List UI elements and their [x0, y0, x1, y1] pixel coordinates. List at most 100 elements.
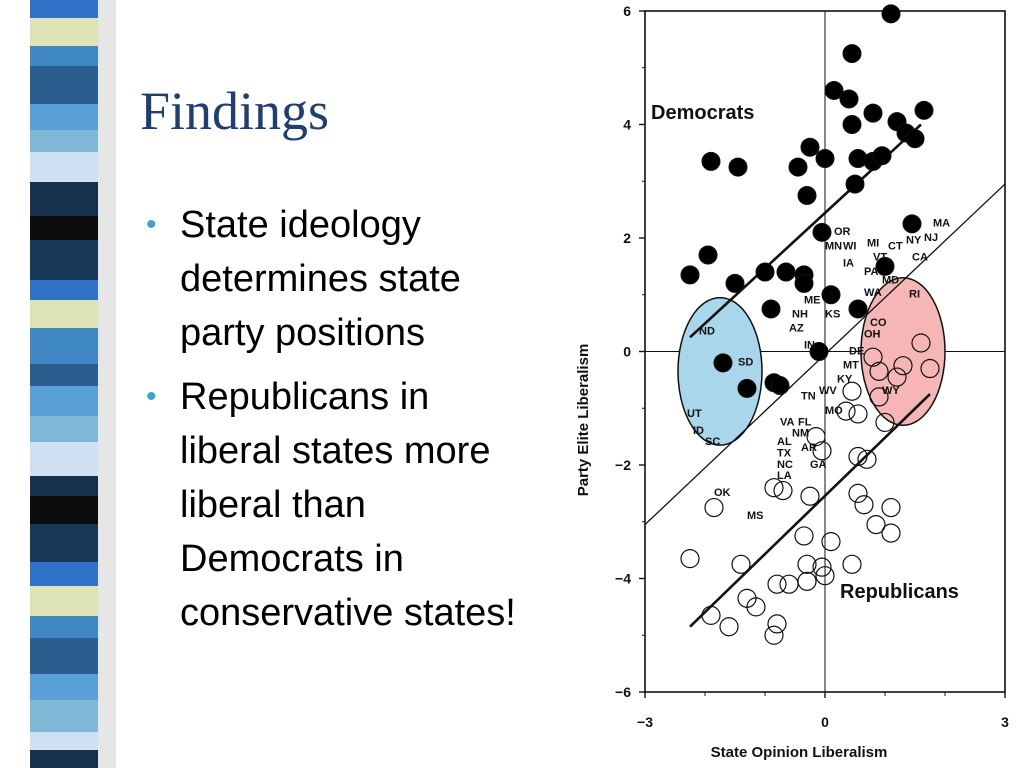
x-tick-label: 0 [821, 714, 829, 730]
state-label: WI [843, 240, 856, 252]
stripe-block [30, 616, 98, 638]
republican-point [869, 387, 889, 407]
republican-point [863, 347, 883, 367]
democrat-point [725, 273, 745, 293]
state-label: VT [873, 252, 887, 264]
republican-point [719, 617, 739, 637]
democrat-point [776, 262, 796, 282]
state-label: DE [849, 345, 864, 357]
democrat-point [863, 103, 883, 123]
state-label: VA [780, 416, 795, 428]
stripe-block [30, 524, 98, 562]
stripe-block [30, 152, 98, 182]
state-label: SC [705, 436, 720, 448]
republican-point [767, 614, 787, 634]
democrat-point [821, 285, 841, 305]
state-label: NY [906, 235, 922, 247]
democrat-point [839, 89, 859, 109]
state-label: MO [825, 405, 843, 417]
state-label: KS [825, 308, 840, 320]
stripe-block [30, 328, 98, 364]
state-label: CA [912, 252, 928, 264]
stripe-block [30, 442, 98, 476]
republican-point [800, 486, 820, 506]
state-label: MI [867, 238, 879, 250]
state-label: ND [699, 325, 715, 337]
democrat-point [872, 146, 892, 166]
stripe-block [30, 750, 98, 768]
republican-point [812, 441, 832, 461]
stripe-block [30, 364, 98, 386]
state-label: OH [864, 328, 881, 340]
slide-title: Findings [140, 81, 330, 141]
republican-point [866, 514, 886, 535]
republican-point [680, 549, 700, 569]
republican-point [920, 358, 940, 379]
republican-point [815, 566, 835, 586]
y-tick-label: −2 [615, 457, 631, 473]
state-label: FL [798, 416, 812, 428]
state-label: RI [909, 289, 920, 301]
bullet-item: • State ideology determines state party p… [146, 198, 536, 360]
y-tick-label: 6 [623, 3, 631, 19]
democrat-point [698, 245, 718, 265]
state-label: PA [864, 266, 879, 278]
state-label: KY [837, 374, 853, 386]
stripe-block [30, 0, 98, 18]
democrat-point [824, 80, 844, 100]
highlight-circle-red [860, 276, 946, 427]
stripe-block [30, 300, 98, 328]
democrat-point [755, 262, 775, 282]
state-label: AL [777, 436, 792, 448]
republican-point [848, 404, 868, 424]
republican-point [875, 412, 895, 433]
state-label: TN [801, 391, 816, 403]
stripe-block [30, 46, 98, 66]
democrat-point [848, 299, 868, 319]
stripe-block [30, 182, 98, 216]
y-axis-label: Party Elite Liberalism [575, 344, 592, 497]
state-label: GA [810, 459, 827, 471]
state-label: AR [801, 442, 817, 454]
republican-point [821, 532, 841, 552]
bullet-item: • Republicans in liberal states more libe… [146, 370, 536, 640]
stripe-block [30, 476, 98, 496]
stripe-block [30, 700, 98, 732]
democrat-point [842, 115, 862, 134]
state-label: SD [738, 357, 753, 369]
stripe-block [30, 66, 98, 104]
state-label: IA [843, 257, 854, 269]
state-label: ME [804, 294, 821, 306]
republican-point [701, 605, 721, 625]
democrat-point [701, 151, 721, 171]
bullet-icon: • [146, 380, 157, 413]
stripe-block [30, 562, 98, 586]
democrat-point [905, 129, 925, 149]
state-label: TX [777, 447, 792, 459]
bullet-text: Republicans in liberal states more liber… [180, 376, 516, 634]
state-label: OK [714, 487, 731, 499]
y-tick-label: 4 [623, 117, 631, 133]
stripe-block [30, 416, 98, 442]
stripe-block [30, 496, 98, 524]
stripe-block [30, 386, 98, 416]
state-label: ID [693, 425, 704, 437]
republican-point [764, 625, 784, 645]
state-label: IN [804, 340, 815, 352]
republican-point [773, 480, 793, 501]
democrat-point [902, 214, 922, 234]
democrat-point [809, 342, 829, 361]
republican-point [779, 574, 799, 594]
republican-point [857, 449, 877, 469]
republican-point [812, 557, 832, 577]
state-label: NM [792, 428, 809, 440]
state-label: LA [777, 470, 792, 482]
state-label: MD [882, 274, 899, 286]
democrat-point [680, 265, 700, 285]
republican-point [797, 554, 817, 574]
state-label: UT [687, 408, 702, 420]
republican-point [764, 478, 784, 498]
y-tick-label: 0 [623, 344, 631, 360]
democrat-point [794, 273, 814, 293]
bullet-text: State ideology determines state party po… [180, 204, 461, 354]
